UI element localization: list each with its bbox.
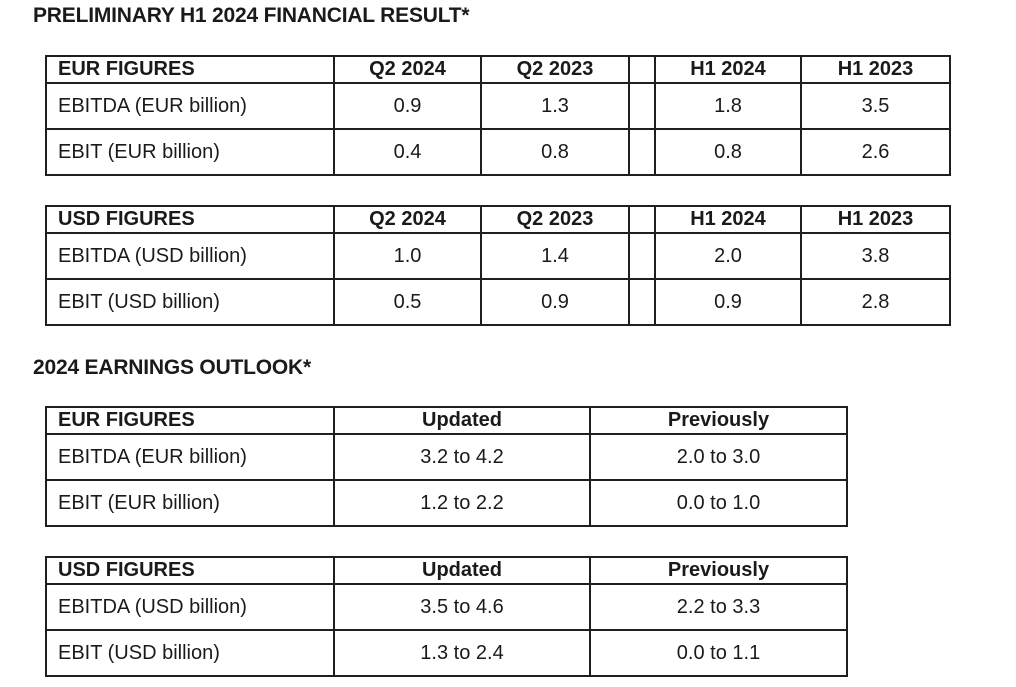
column-header: Previously [589,406,848,435]
column-header: EUR FIGURES [45,55,335,84]
row-label: EBITDA (USD billion) [45,232,335,280]
table-row: EBITDA (USD billion) 3.5 to 4.6 2.2 to 3… [45,583,848,631]
column-header: Q2 2023 [480,55,630,84]
row-label: EBIT (USD billion) [45,629,335,677]
table-cell: 0.5 [333,278,482,326]
outlook-title: 2024 EARNINGS OUTLOOK* [33,356,311,379]
row-label: EBIT (EUR billion) [45,479,335,527]
table-header-row: USD FIGURES Q2 2024 Q2 2023 H1 2024 H1 2… [45,205,951,234]
table-row: EBITDA (EUR billion) 3.2 to 4.2 2.0 to 3… [45,433,848,481]
row-label: EBIT (USD billion) [45,278,335,326]
table-cell: 0.9 [480,278,630,326]
table-cell: 2.8 [800,278,951,326]
table-cell: 3.2 to 4.2 [333,433,591,481]
table-cell: 0.8 [480,128,630,176]
table-header-row: EUR FIGURES Q2 2024 Q2 2023 H1 2024 H1 2… [45,55,951,84]
table-row: EBIT (USD billion) 0.5 0.9 0.9 2.8 [45,278,951,326]
table-cell: 1.8 [654,82,802,130]
column-separator [628,232,656,280]
table-cell: 3.5 to 4.6 [333,583,591,631]
column-header: H1 2024 [654,55,802,84]
column-separator [628,55,656,84]
table-cell: 1.0 [333,232,482,280]
table-cell: 2.0 to 3.0 [589,433,848,481]
column-separator [628,278,656,326]
table-cell: 0.8 [654,128,802,176]
row-label: EBITDA (EUR billion) [45,433,335,481]
column-header: Q2 2023 [480,205,630,234]
column-header: H1 2023 [800,55,951,84]
table-header-row: EUR FIGURES Updated Previously [45,406,848,435]
table-cell: 2.2 to 3.3 [589,583,848,631]
results-title: PRELIMINARY H1 2024 FINANCIAL RESULT* [33,4,470,27]
table-cell: 0.0 to 1.0 [589,479,848,527]
table-cell: 1.2 to 2.2 [333,479,591,527]
table-cell: 2.0 [654,232,802,280]
column-header: Previously [589,556,848,585]
column-header: Updated [333,406,591,435]
column-header: H1 2023 [800,205,951,234]
column-header: Q2 2024 [333,55,482,84]
table-row: EBITDA (USD billion) 1.0 1.4 2.0 3.8 [45,232,951,280]
column-separator [628,82,656,130]
column-header: Updated [333,556,591,585]
column-separator [628,205,656,234]
column-separator [628,128,656,176]
row-label: EBIT (EUR billion) [45,128,335,176]
column-header: H1 2024 [654,205,802,234]
table-row: EBIT (EUR billion) 1.2 to 2.2 0.0 to 1.0 [45,479,848,527]
table-cell: 0.9 [333,82,482,130]
eur-outlook-table: EUR FIGURES Updated Previously EBITDA (E… [45,406,848,527]
table-cell: 1.4 [480,232,630,280]
column-header: USD FIGURES [45,205,335,234]
table-cell: 0.9 [654,278,802,326]
table-cell: 3.5 [800,82,951,130]
table-cell: 1.3 to 2.4 [333,629,591,677]
row-label: EBITDA (USD billion) [45,583,335,631]
usd-outlook-table: USD FIGURES Updated Previously EBITDA (U… [45,556,848,677]
eur-results-table: EUR FIGURES Q2 2024 Q2 2023 H1 2024 H1 2… [45,55,951,176]
table-cell: 0.0 to 1.1 [589,629,848,677]
table-cell: 0.4 [333,128,482,176]
usd-results-table: USD FIGURES Q2 2024 Q2 2023 H1 2024 H1 2… [45,205,951,326]
table-row: EBIT (EUR billion) 0.4 0.8 0.8 2.6 [45,128,951,176]
column-header: EUR FIGURES [45,406,335,435]
row-label: EBITDA (EUR billion) [45,82,335,130]
column-header: Q2 2024 [333,205,482,234]
table-header-row: USD FIGURES Updated Previously [45,556,848,585]
table-cell: 3.8 [800,232,951,280]
table-row: EBIT (USD billion) 1.3 to 2.4 0.0 to 1.1 [45,629,848,677]
table-row: EBITDA (EUR billion) 0.9 1.3 1.8 3.5 [45,82,951,130]
column-header: USD FIGURES [45,556,335,585]
table-cell: 1.3 [480,82,630,130]
table-cell: 2.6 [800,128,951,176]
